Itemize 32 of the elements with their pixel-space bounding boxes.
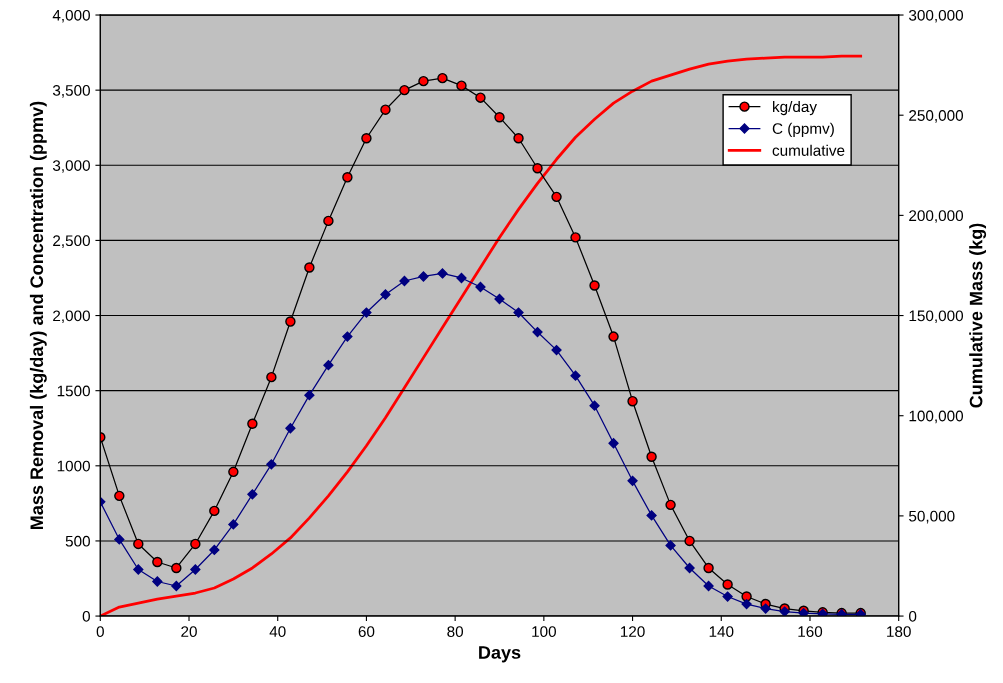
- y2-tick-label: 0: [909, 610, 917, 622]
- x-tick-label: 20: [181, 626, 197, 638]
- y2-tick-label: 50,000: [909, 510, 955, 524]
- y-tick-label: 2,500: [53, 235, 90, 248]
- y2-tick-label: 200,000: [909, 210, 964, 223]
- y-tick-label: 0: [82, 610, 90, 622]
- y-tick-label: 1000: [57, 460, 90, 472]
- y-tick-label: 2,000: [53, 310, 90, 324]
- legend-label: cumulative: [772, 144, 845, 156]
- y2-tick-label: 150,000: [909, 310, 964, 324]
- x-tick-label: 120: [620, 626, 645, 638]
- x-tick-label: 0: [96, 626, 104, 638]
- legend-label: C (ppmv): [772, 122, 834, 138]
- y-tick-label: 500: [65, 535, 90, 547]
- x-tick-label: 80: [447, 626, 464, 638]
- x-tick-label: 140: [709, 626, 734, 638]
- x-tick-label: 160: [798, 626, 823, 638]
- y-tick-label: 3,500: [52, 85, 90, 98]
- y-tick-label: 4,000: [52, 9, 90, 23]
- x-tick-label: 60: [358, 626, 375, 638]
- y-tick-label: 1500: [57, 385, 90, 397]
- x-axis-title: Days: [479, 646, 521, 663]
- y2-tick-label: 100,000: [909, 410, 964, 424]
- y2-axis-title: Cumulative Mass (kg): [969, 223, 987, 408]
- y-axis-title: Mass Removal (kg/day) and Concentration (ppmv): [29, 101, 47, 530]
- x-tick-label: 40: [269, 626, 286, 638]
- x-tick-label: 100: [532, 626, 556, 638]
- y2-tick-label: 250,000: [909, 110, 964, 123]
- x-tick-label: 180: [887, 626, 911, 638]
- legend-label: kg/day: [773, 100, 817, 116]
- y-tick-label: 3,000: [52, 160, 90, 173]
- y2-tick-label: 300,000: [908, 9, 964, 23]
